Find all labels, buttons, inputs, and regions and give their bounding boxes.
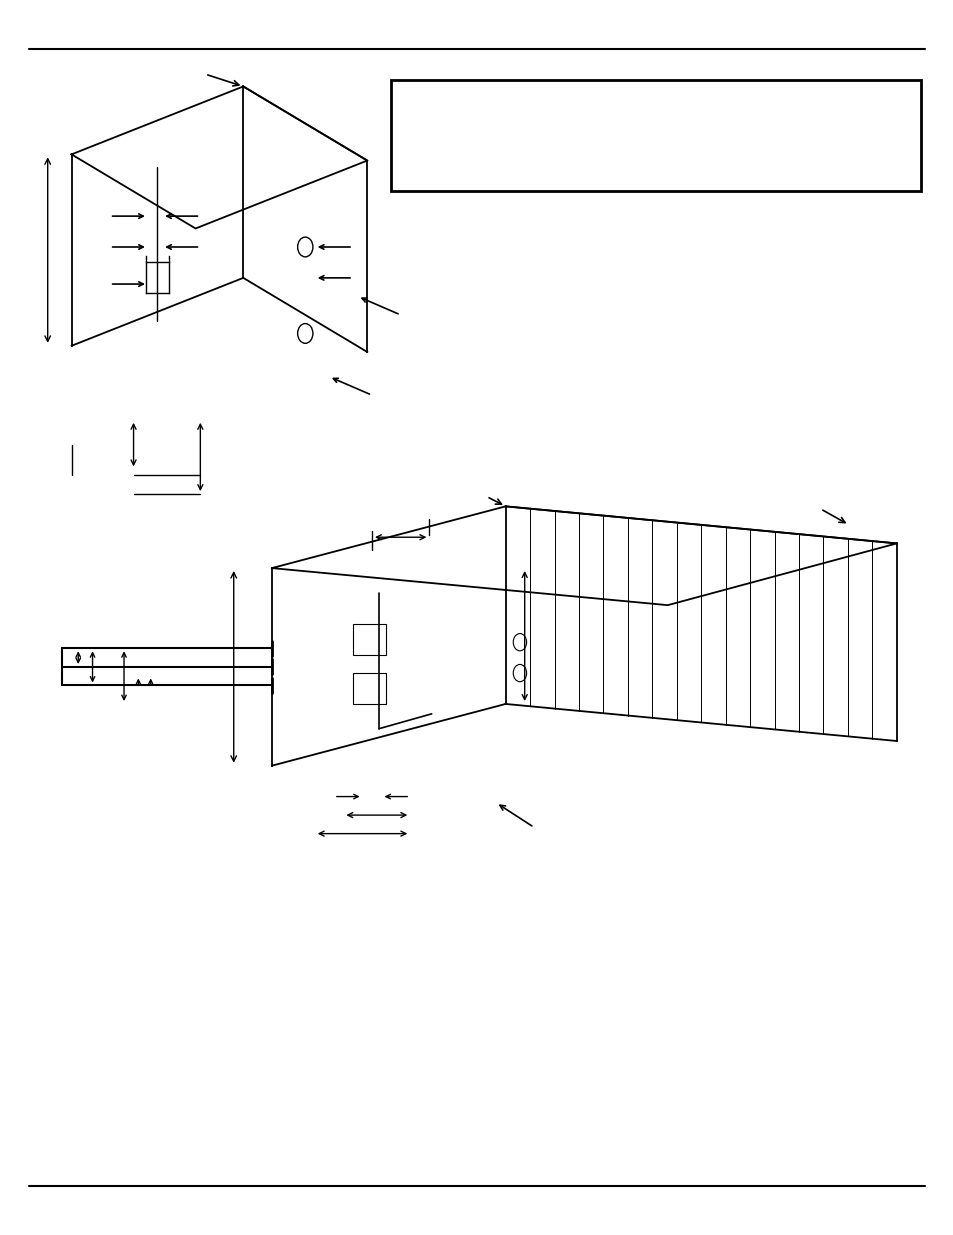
Bar: [353, 673, 386, 704]
Bar: [391, 80, 920, 191]
Bar: [353, 624, 386, 655]
